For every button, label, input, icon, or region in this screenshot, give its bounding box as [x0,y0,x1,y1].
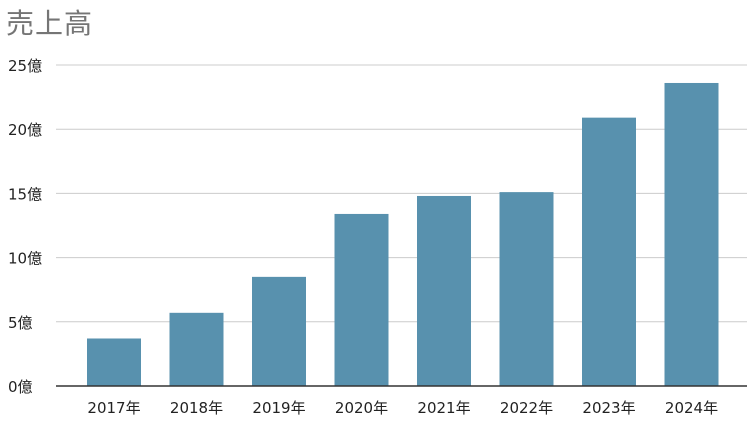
y-tick-label: 15億 [8,185,42,203]
bar [169,312,224,386]
bar [664,82,719,386]
y-tick-label: 10億 [8,250,42,268]
y-tick-label: 25億 [8,57,42,75]
x-tick-label: 2023年 [582,399,635,417]
y-tick-label: 0億 [8,378,33,396]
bar [252,276,306,386]
gridlines [56,64,747,323]
bar [334,213,389,386]
y-tick-label: 20億 [8,121,42,139]
x-tick-label: 2018年 [170,399,223,417]
x-tick-label: 2024年 [665,399,718,417]
bar [582,117,636,387]
bar [417,195,471,386]
bar [87,338,141,386]
x-tick-label: 2020年 [335,399,388,417]
chart-title: 売上高 [6,7,94,40]
x-tick-label: 2017年 [87,399,140,417]
y-tick-label: 5億 [8,314,33,332]
x-tick-label: 2019年 [252,399,305,417]
x-tick-label: 2021年 [417,399,470,417]
x-tick-label: 2022年 [500,399,553,417]
bars [87,82,719,387]
bar [499,192,554,386]
tick-labels: 0億 5億 10億 15億 20億 25億 2017年 2018年 2019年 2020年 2021… [8,57,718,417]
